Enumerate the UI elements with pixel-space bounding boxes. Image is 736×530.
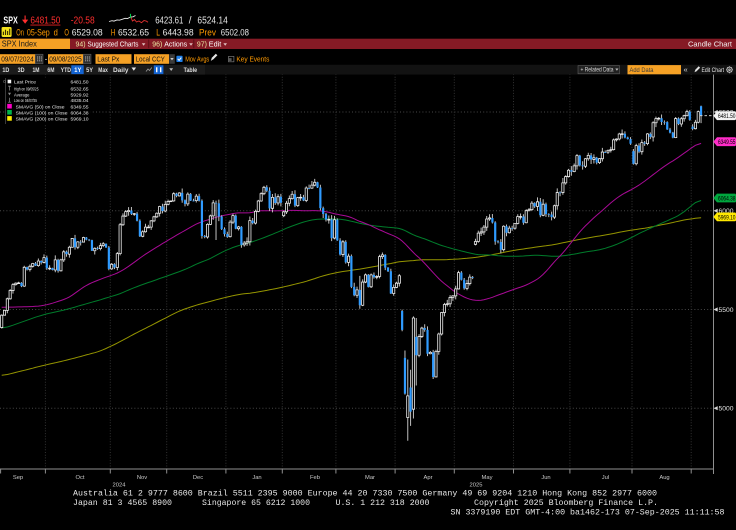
- svg-text:6502.08: 6502.08: [221, 28, 249, 38]
- svg-text:5929.92: 5929.92: [71, 92, 89, 98]
- svg-text:Apr: Apr: [423, 475, 432, 481]
- svg-text:Average: Average: [14, 92, 30, 98]
- svg-text:6064.38: 6064.38: [71, 110, 89, 116]
- svg-text:Max: Max: [98, 67, 108, 74]
- svg-text:L: L: [156, 28, 160, 38]
- svg-text:Jul: Jul: [602, 475, 609, 481]
- svg-text:6529.08: 6529.08: [72, 28, 103, 38]
- svg-text:Dec: Dec: [193, 475, 203, 481]
- svg-text:Table: Table: [184, 67, 198, 74]
- svg-text:5500: 5500: [719, 307, 734, 314]
- svg-text:05-Sep: 05-Sep: [27, 28, 50, 38]
- svg-text:-20.58: -20.58: [71, 15, 95, 26]
- svg-text:Candle Chart: Candle Chart: [688, 39, 733, 48]
- svg-text:SPX Index: SPX Index: [2, 39, 38, 49]
- svg-text:Local CCY: Local CCY: [136, 55, 165, 64]
- svg-text:6064.38: 6064.38: [718, 195, 736, 202]
- svg-text:SMAVG (200) on Close: SMAVG (200) on Close: [16, 117, 68, 123]
- svg-text:Add Data: Add Data: [630, 67, 654, 74]
- svg-text:6532.65: 6532.65: [71, 86, 89, 92]
- svg-text:5000: 5000: [719, 406, 734, 413]
- svg-text:1M: 1M: [33, 67, 40, 74]
- svg-text:Last Px: Last Px: [97, 55, 119, 64]
- svg-text:Key Events: Key Events: [236, 55, 269, 64]
- svg-text:5969.10: 5969.10: [71, 117, 89, 123]
- svg-text:2024: 2024: [113, 482, 127, 488]
- svg-text:2025: 2025: [470, 482, 483, 488]
- svg-text:/: /: [189, 15, 192, 26]
- svg-text:1D: 1D: [2, 67, 9, 74]
- svg-text:4835.04: 4835.04: [71, 98, 89, 104]
- svg-text:Prev: Prev: [199, 28, 216, 38]
- svg-text:Mar: Mar: [365, 475, 375, 481]
- svg-text:6481.50: 6481.50: [71, 80, 89, 86]
- svg-text:6M: 6M: [47, 67, 54, 74]
- svg-text:SPX: SPX: [3, 15, 17, 26]
- svg-text:6349.55: 6349.55: [71, 104, 89, 110]
- svg-text:94): 94): [76, 39, 86, 48]
- svg-text:-: -: [45, 54, 48, 63]
- svg-text:On: On: [16, 28, 24, 38]
- svg-text:SN 3379190 EDT GMT-4:00 ba146: SN 3379190 EDT GMT-4:00 ba1462-173 07-Se…: [451, 507, 725, 517]
- svg-text:6349.55: 6349.55: [718, 139, 736, 146]
- svg-text:Nov: Nov: [137, 475, 147, 481]
- svg-text:6532.65: 6532.65: [118, 28, 149, 38]
- svg-text:O: O: [64, 28, 69, 38]
- svg-text:0: 0: [3, 79, 6, 84]
- svg-text:Low on 04/07/25: Low on 04/07/25: [14, 98, 37, 104]
- svg-text:Copyright 2025 Bloomberg Finan: Copyright 2025 Bloomberg Finance L.P.: [474, 498, 658, 508]
- svg-text:U.S. 1 212 318 2000: U.S. 1 212 318 2000: [336, 499, 430, 508]
- svg-text:H: H: [111, 28, 116, 38]
- svg-text:5969.10: 5969.10: [718, 214, 736, 221]
- svg-text:3D: 3D: [18, 67, 25, 74]
- svg-text:Last Price: Last Price: [14, 80, 36, 86]
- svg-text:Jun: Jun: [541, 475, 550, 481]
- svg-text:Mov Avgs: Mov Avgs: [185, 55, 209, 64]
- svg-text:Actions: Actions: [164, 39, 187, 48]
- svg-text:YTD: YTD: [61, 67, 72, 74]
- svg-text:SMAVG (100) on Close: SMAVG (100) on Close: [16, 110, 68, 116]
- svg-text:Australia 61 2 9777 8600 Brazi: Australia 61 2 9777 8600 Brazil 5511 239…: [73, 489, 657, 499]
- svg-text:High on 09/05/25: High on 09/05/25: [14, 86, 39, 92]
- svg-text:1Y: 1Y: [74, 67, 81, 74]
- svg-text:6481.50: 6481.50: [718, 113, 736, 120]
- svg-text:Jan: Jan: [252, 475, 261, 481]
- svg-text:Edit Chart: Edit Chart: [702, 67, 725, 74]
- svg-text:d: d: [54, 28, 58, 38]
- svg-text:Suggested Charts: Suggested Charts: [88, 39, 139, 48]
- svg-text:■: ■: [228, 57, 232, 63]
- svg-text:Edit: Edit: [209, 39, 222, 48]
- svg-text:09/07/2024: 09/07/2024: [1, 55, 34, 64]
- svg-text:Daily: Daily: [113, 67, 129, 74]
- svg-text:Singapore 65 6212 1000: Singapore 65 6212 1000: [202, 498, 310, 508]
- svg-text:97): 97): [197, 39, 207, 48]
- svg-text:Feb: Feb: [310, 475, 320, 481]
- svg-text:09/08/2025: 09/08/2025: [49, 55, 81, 64]
- svg-text:6524.14: 6524.14: [197, 15, 228, 26]
- svg-text:+ Related Data: + Related Data: [581, 67, 614, 74]
- svg-text:SMAVG (50) on Close: SMAVG (50) on Close: [16, 104, 65, 110]
- svg-text:Sep: Sep: [13, 475, 23, 481]
- svg-text:May: May: [482, 475, 493, 481]
- svg-text:6481.50: 6481.50: [30, 15, 60, 26]
- svg-text:«: «: [684, 65, 688, 74]
- svg-text:Japan 81 3 4565 8900: Japan 81 3 4565 8900: [73, 499, 172, 508]
- svg-text:6443.98: 6443.98: [163, 28, 194, 38]
- svg-text:Aug: Aug: [659, 475, 669, 481]
- svg-text:5Y: 5Y: [86, 67, 93, 74]
- svg-text:6000: 6000: [719, 208, 734, 215]
- svg-text:Oct: Oct: [75, 475, 84, 481]
- svg-text:6423.61: 6423.61: [155, 15, 183, 26]
- svg-text:96): 96): [152, 39, 162, 48]
